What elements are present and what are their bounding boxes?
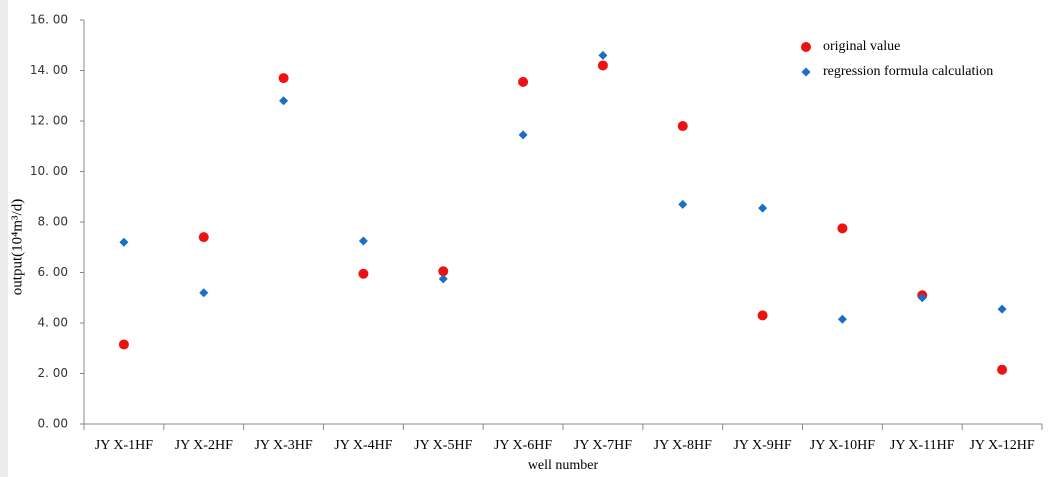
point [997,364,1008,375]
x-tick-label: JY X-8HF [654,438,712,453]
point [438,274,448,284]
x-tick-label: JY X-12HF [969,438,1034,453]
y-tick-label: 14. 00 [30,63,68,77]
legend-label: regression formula calculation [823,64,993,79]
y-tick-label: 16. 00 [30,13,68,27]
point [757,310,768,321]
point [677,121,688,132]
x-tick-label: JY X-10HF [810,438,875,453]
point [198,232,209,243]
y-tick-label: 6. 00 [37,265,68,279]
legend-marker [801,67,811,77]
point [837,223,848,234]
point [518,130,528,140]
point [678,199,688,209]
point [997,304,1007,314]
x-tick-label: JY X-2HF [175,438,233,453]
y-tick-label: 10. 00 [30,164,68,178]
x-tick-label: JY X-4HF [334,438,392,453]
point [837,314,847,324]
point [279,96,289,106]
y-tick-label: 12. 00 [30,114,68,128]
y-tick-label: 4. 00 [37,316,68,330]
point [119,237,129,247]
point [598,50,608,60]
side-band [0,0,8,477]
x-tick-label: JY X-11HF [890,438,955,453]
x-tick-label: JY X-6HF [494,438,552,453]
x-tick-label: JY X-7HF [574,438,632,453]
point [518,76,529,87]
y-axis-label: output(10⁴m³/d) [9,199,25,295]
point [917,293,927,303]
point [118,339,129,350]
x-tick-label: JY X-1HF [95,438,153,453]
y-tick-label: 2. 00 [37,366,68,380]
x-tick-label: JY X-5HF [414,438,472,453]
x-tick-label: JY X-9HF [733,438,791,453]
point [358,236,368,246]
point [278,73,289,84]
point [358,268,369,279]
point [438,266,449,277]
y-tick-label: 0. 00 [37,417,68,431]
legend-marker [801,42,811,52]
x-axis-label: well number [528,458,599,473]
y-tick-label: 8. 00 [37,215,68,229]
point [758,203,768,213]
point [199,288,209,298]
x-tick-label: JY X-3HF [254,438,312,453]
legend-label: original value [823,39,900,54]
point [597,60,608,71]
